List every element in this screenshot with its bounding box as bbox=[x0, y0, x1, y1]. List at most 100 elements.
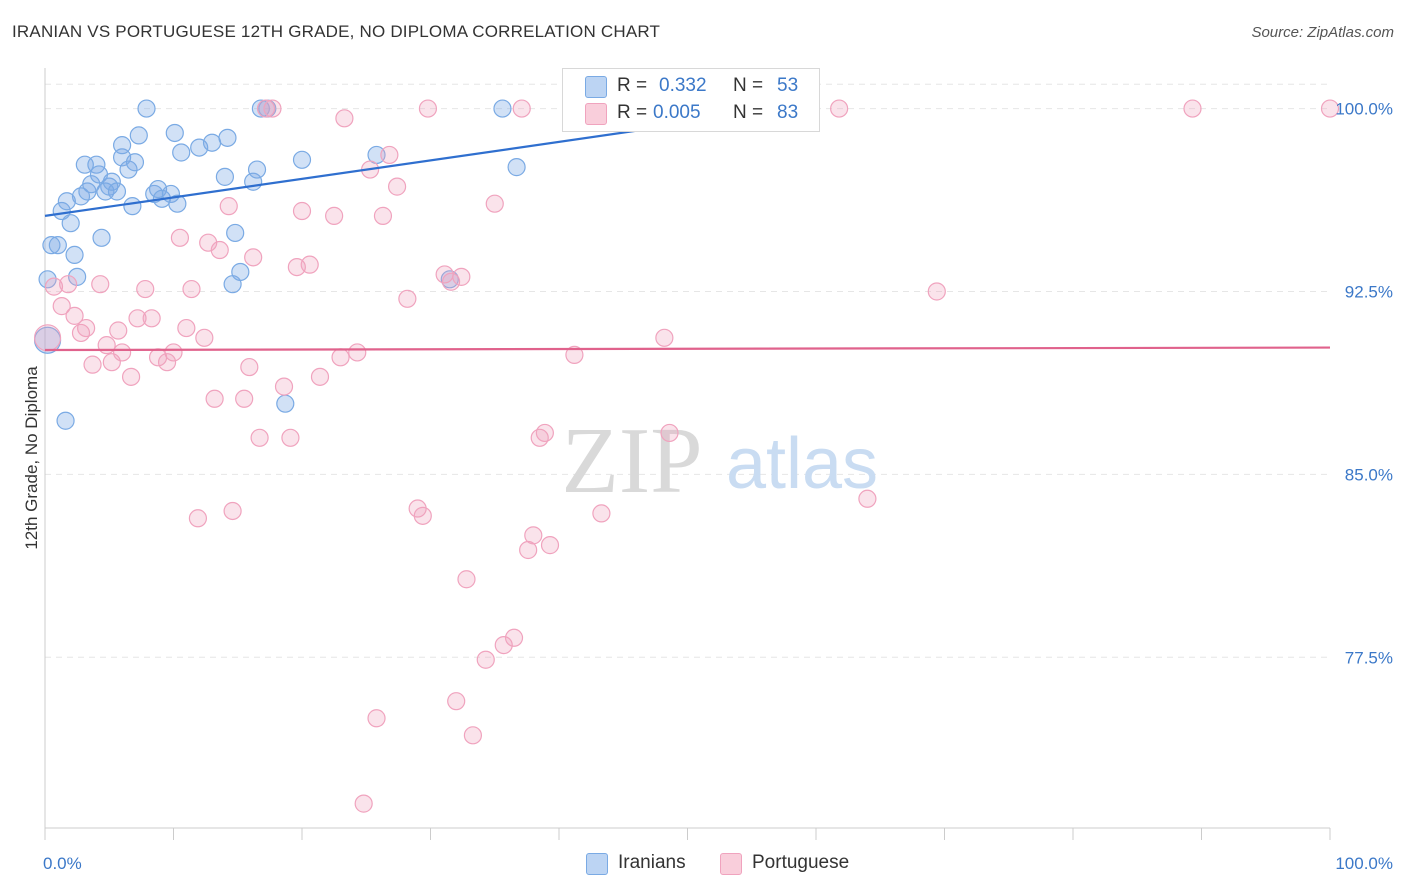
portuguese-point bbox=[463, 726, 483, 745]
x-tick-label: 0.0% bbox=[43, 854, 82, 873]
iranian-point bbox=[215, 167, 234, 186]
portuguese-point bbox=[441, 272, 461, 291]
portuguese-point bbox=[540, 536, 560, 555]
axes bbox=[44, 68, 1331, 840]
portuguese-point bbox=[195, 328, 214, 347]
portuguese-n-label: N = bbox=[733, 102, 764, 123]
iranian-point bbox=[38, 270, 57, 289]
portuguese-point bbox=[136, 279, 155, 299]
axis-labels: 100.0% 92.5% 85.0% 77.5% 0.0% 100.0% 12th Grad… bbox=[22, 100, 1393, 873]
portuguese-point bbox=[170, 228, 190, 247]
iranian-point bbox=[42, 236, 61, 255]
portuguese-point bbox=[387, 177, 407, 196]
portuguese-point bbox=[325, 206, 344, 225]
portuguese-point bbox=[485, 194, 504, 213]
portuguese-point bbox=[504, 628, 524, 647]
iranians-n-label: N = bbox=[733, 75, 764, 96]
portuguese-point bbox=[452, 267, 471, 286]
portuguese-point bbox=[858, 489, 877, 508]
portuguese-point bbox=[300, 255, 319, 274]
iranian-point bbox=[226, 223, 245, 243]
portuguese-point bbox=[112, 343, 132, 362]
iranian-point bbox=[48, 236, 67, 255]
portuguese-point bbox=[97, 336, 116, 355]
iranian-point bbox=[292, 150, 312, 169]
source-label: Source: ZipAtlas.com bbox=[1251, 24, 1394, 41]
iranian-point bbox=[56, 411, 75, 430]
portuguese-point bbox=[335, 109, 354, 128]
portuguese-point bbox=[210, 240, 229, 260]
portuguese-r-value: 0.005 bbox=[653, 102, 701, 123]
portuguese-point bbox=[77, 318, 96, 338]
iranian-point bbox=[276, 394, 295, 413]
portuguese-point bbox=[398, 289, 417, 308]
iranian-point bbox=[218, 128, 237, 147]
iranians-n-value: 53 bbox=[777, 75, 799, 96]
portuguese-point bbox=[530, 428, 549, 447]
iranians-swatch bbox=[585, 76, 607, 98]
portuguese-point bbox=[223, 501, 242, 521]
portuguese-point bbox=[33, 324, 62, 352]
portuguese-point bbox=[219, 197, 238, 216]
iranians-legend-swatch bbox=[586, 853, 608, 875]
portuguese-point bbox=[157, 353, 177, 372]
iranian-point bbox=[112, 136, 132, 155]
watermark: ZIP atlas bbox=[562, 409, 879, 513]
portuguese-point bbox=[447, 692, 466, 711]
portuguese-point bbox=[1320, 99, 1340, 118]
portuguese-point bbox=[52, 297, 71, 316]
portuguese-point bbox=[109, 321, 128, 340]
portuguese-point bbox=[142, 309, 161, 328]
y-tick-label: 100.0% bbox=[1335, 100, 1393, 119]
portuguese-point bbox=[177, 318, 196, 338]
portuguese-point bbox=[348, 343, 367, 362]
portuguese-point bbox=[310, 367, 330, 386]
iranians-r-value: 0.332 bbox=[659, 75, 707, 96]
portuguese-point bbox=[244, 248, 263, 267]
portuguese-point bbox=[235, 389, 254, 408]
iranian-point bbox=[247, 160, 267, 179]
portuguese-point bbox=[281, 428, 300, 447]
iranian-point bbox=[231, 262, 250, 282]
portuguese-point bbox=[164, 343, 183, 362]
portuguese-point bbox=[256, 99, 276, 118]
portuguese-point bbox=[512, 99, 531, 118]
portuguese-point bbox=[592, 504, 611, 523]
iranian-point bbox=[52, 201, 71, 221]
iranian-point bbox=[168, 194, 187, 213]
portuguese-point bbox=[927, 282, 946, 301]
portuguese-point bbox=[830, 99, 849, 118]
iranian-point bbox=[92, 228, 111, 247]
iranian-point bbox=[123, 197, 142, 216]
iranian-point bbox=[82, 175, 101, 194]
x-tick-label: 100.0% bbox=[1335, 854, 1393, 873]
iranians-legend-label: Iranians bbox=[618, 852, 686, 873]
y-tick-label: 85.0% bbox=[1345, 465, 1393, 484]
iranian-point bbox=[61, 214, 80, 233]
portuguese-point bbox=[413, 506, 432, 525]
watermark-zip: ZIP bbox=[562, 409, 703, 513]
iranian-point bbox=[119, 160, 138, 179]
iranians-r-label: R = bbox=[617, 75, 648, 96]
watermark-atlas: atlas bbox=[726, 424, 878, 504]
portuguese-point bbox=[205, 389, 224, 408]
iranian-point bbox=[165, 123, 184, 143]
portuguese-point bbox=[263, 99, 282, 118]
portuguese-point bbox=[565, 345, 584, 364]
y-tick-label: 77.5% bbox=[1345, 648, 1393, 667]
portuguese-n-value: 83 bbox=[777, 102, 799, 123]
portuguese-point bbox=[91, 275, 110, 294]
iranian-point bbox=[507, 158, 526, 177]
portuguese-swatch bbox=[585, 103, 607, 125]
y-axis-label: 12th Grade, No Diploma bbox=[22, 366, 41, 550]
series-portuguese bbox=[33, 99, 1340, 813]
chart-title: IRANIAN VS PORTUGUESE 12TH GRADE, NO DIP… bbox=[12, 22, 661, 41]
portuguese-point bbox=[71, 323, 91, 343]
portuguese-point bbox=[331, 348, 350, 367]
iranian-point bbox=[65, 245, 84, 265]
iranian-point bbox=[57, 192, 76, 211]
portuguese-trend-line bbox=[44, 346, 1331, 352]
portuguese-point bbox=[44, 277, 64, 296]
portuguese-point bbox=[292, 201, 312, 221]
